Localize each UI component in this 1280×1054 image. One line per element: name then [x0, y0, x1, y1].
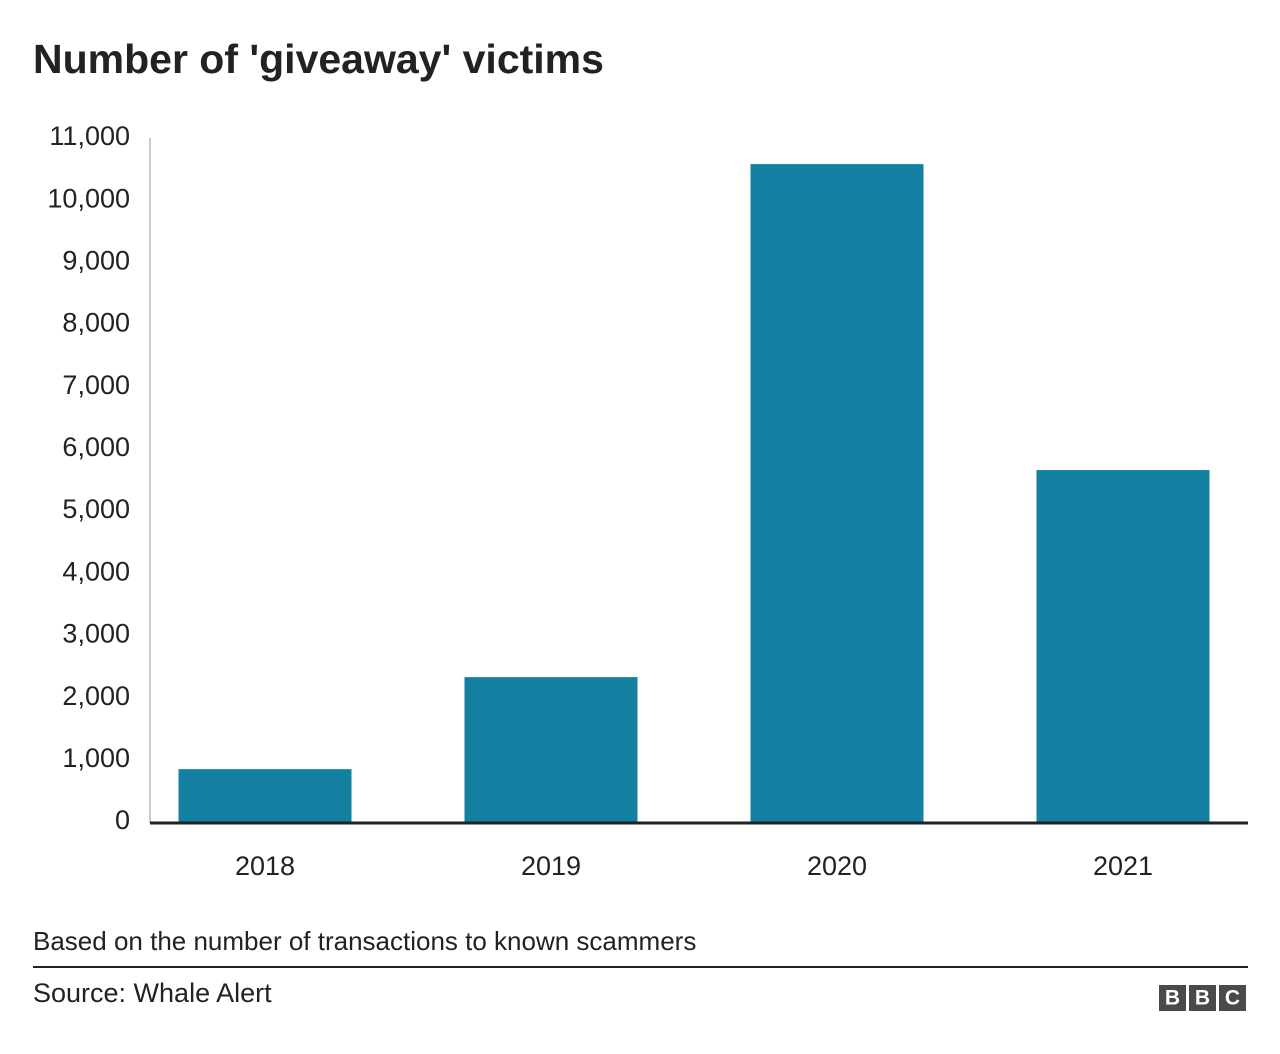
- bar: [464, 677, 638, 822]
- y-tick-label: 1,000: [62, 743, 130, 773]
- y-tick-label: 3,000: [62, 619, 130, 649]
- y-tick-label: 8,000: [62, 308, 130, 338]
- y-tick-label: 11,000: [49, 121, 130, 151]
- logo-letter: B: [1195, 987, 1210, 1010]
- chart-title: Number of 'giveaway' victims: [33, 36, 604, 82]
- logo-letter: C: [1225, 987, 1240, 1010]
- footnote: Based on the number of transactions to k…: [33, 926, 696, 956]
- y-tick-label: 10,000: [47, 183, 130, 213]
- bar: [750, 164, 924, 823]
- bar: [178, 769, 352, 822]
- y-tick-label: 2,000: [62, 681, 130, 711]
- logo-box: [1189, 985, 1216, 1011]
- logo-letter: B: [1165, 987, 1180, 1010]
- y-tick-label: 5,000: [62, 494, 130, 524]
- y-tick-label: 0: [115, 805, 130, 835]
- y-tick-label: 7,000: [62, 370, 130, 400]
- logo-box: [1159, 985, 1186, 1011]
- x-tick-label: 2019: [521, 851, 581, 881]
- x-tick-label: 2018: [235, 851, 295, 881]
- x-tick-label: 2020: [807, 851, 867, 881]
- y-tick-label: 4,000: [62, 556, 130, 586]
- source: Source: Whale Alert: [33, 978, 272, 1008]
- x-tick-label: 2021: [1093, 851, 1153, 881]
- y-tick-label: 9,000: [62, 245, 130, 275]
- bar: [1036, 470, 1210, 822]
- y-tick-label: 6,000: [62, 432, 130, 462]
- logo-box: [1219, 985, 1246, 1011]
